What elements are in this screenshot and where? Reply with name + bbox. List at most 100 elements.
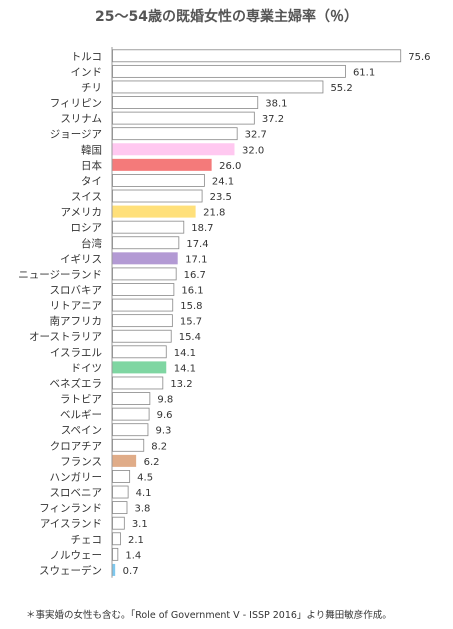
category-label: アイスランド xyxy=(40,518,102,530)
value-label: 6.2 xyxy=(144,457,160,468)
bar xyxy=(112,376,164,390)
category-label: ニュージーランド xyxy=(18,269,102,281)
bar xyxy=(112,454,137,467)
bar xyxy=(112,174,205,187)
category-label: ベネズエラ xyxy=(50,377,103,390)
bar xyxy=(112,96,259,109)
bar xyxy=(112,298,174,312)
value-label: 2.1 xyxy=(128,535,144,546)
bar xyxy=(112,563,116,576)
category-label: タイ xyxy=(81,175,102,187)
category-label: ノルウェー xyxy=(50,549,103,561)
bar xyxy=(112,80,324,94)
category-label: チリ xyxy=(81,82,102,94)
bar xyxy=(112,361,167,374)
value-label: 18.7 xyxy=(191,223,213,234)
value-label: 15.8 xyxy=(180,301,202,312)
bar xyxy=(112,111,255,125)
category-label: スイス xyxy=(71,191,102,203)
category-label: オーストラリア xyxy=(29,331,102,343)
category-label: 南アフリカ xyxy=(50,315,103,328)
value-label: 75.6 xyxy=(408,52,430,63)
category-label: フィンランド xyxy=(39,503,102,515)
value-label: 38.1 xyxy=(265,99,287,110)
category-label: 韓国 xyxy=(81,144,102,156)
value-label: 32.7 xyxy=(245,130,267,141)
value-label: 16.7 xyxy=(184,270,206,281)
bar xyxy=(112,252,178,265)
category-label: ハンガリー xyxy=(50,471,103,483)
bar xyxy=(112,516,125,530)
value-label: 14.1 xyxy=(174,363,196,374)
bar xyxy=(112,127,238,141)
bar xyxy=(112,143,235,156)
category-label: スロバキア xyxy=(50,284,103,296)
bar xyxy=(112,392,151,405)
category-label: ベルギー xyxy=(60,409,102,421)
value-label: 26.0 xyxy=(219,161,241,172)
category-label: トルコ xyxy=(71,51,102,63)
value-label: 9.8 xyxy=(157,395,173,406)
value-label: 1.4 xyxy=(125,550,141,561)
bar xyxy=(112,501,128,515)
bar xyxy=(112,438,145,452)
category-label: スウェーデン xyxy=(39,564,102,577)
value-label: 32.0 xyxy=(242,145,264,156)
category-label: スロベニア xyxy=(50,487,103,499)
value-label: 17.1 xyxy=(185,254,207,265)
category-label: インド xyxy=(71,66,103,78)
category-label: クロアチア xyxy=(50,440,102,452)
chart-title: 25～54歳の既婚女性の専業主婦率（％） xyxy=(95,9,358,25)
category-label: 日本 xyxy=(81,159,102,172)
bar xyxy=(112,283,175,296)
bar-chart: トルコ 75.6 インド 61.1 チリ 55.2 フィリピン 38.1 スリナム 37.2 ジョー… xyxy=(18,47,430,578)
bar xyxy=(112,532,121,546)
bar xyxy=(112,423,149,437)
category-label: チェコ xyxy=(71,534,103,546)
value-label: 55.2 xyxy=(330,83,352,94)
category-label: リトアニア xyxy=(50,300,102,312)
value-label: 17.4 xyxy=(186,239,208,250)
category-label: ラトビア xyxy=(60,394,102,406)
bar xyxy=(112,267,177,281)
value-label: 4.1 xyxy=(136,488,152,499)
category-label: スペイン xyxy=(61,425,102,437)
category-label: ロシア xyxy=(71,222,103,234)
bar xyxy=(112,236,180,250)
footnote: ＊事実婚の女性も含む。「Role of Government V - ISSP … xyxy=(26,610,392,621)
value-label: 13.2 xyxy=(170,379,192,390)
value-label: 4.5 xyxy=(137,472,153,483)
bar xyxy=(112,470,131,483)
value-label: 9.6 xyxy=(157,410,173,421)
value-label: 21.8 xyxy=(203,208,225,219)
bar xyxy=(112,64,346,78)
bar xyxy=(112,547,119,561)
category-label: スリナム xyxy=(60,113,102,125)
category-label: イギリス xyxy=(60,253,102,265)
value-label: 0.7 xyxy=(123,566,139,577)
value-label: 14.1 xyxy=(174,348,196,359)
bar xyxy=(112,345,167,359)
category-label: ドイツ xyxy=(71,362,103,374)
value-label: 9.3 xyxy=(155,426,171,437)
bar xyxy=(112,329,172,343)
category-label: フィリピン xyxy=(50,98,102,110)
value-label: 24.1 xyxy=(212,176,234,187)
bar xyxy=(112,189,203,203)
value-label: 23.5 xyxy=(210,192,232,203)
value-label: 3.8 xyxy=(134,504,150,515)
category-label: イスラエル xyxy=(50,347,102,359)
category-label: ジョージア xyxy=(50,129,102,141)
bar xyxy=(112,49,402,63)
value-label: 61.1 xyxy=(353,67,375,78)
value-label: 37.2 xyxy=(262,114,284,125)
value-label: 8.2 xyxy=(151,441,167,452)
category-label: フランス xyxy=(60,456,102,468)
category-label: アメリカ xyxy=(61,207,102,219)
bar xyxy=(112,205,196,218)
value-label: 15.4 xyxy=(179,332,201,343)
bar xyxy=(112,485,129,499)
category-label: 台湾 xyxy=(81,237,102,250)
bar xyxy=(112,314,173,328)
